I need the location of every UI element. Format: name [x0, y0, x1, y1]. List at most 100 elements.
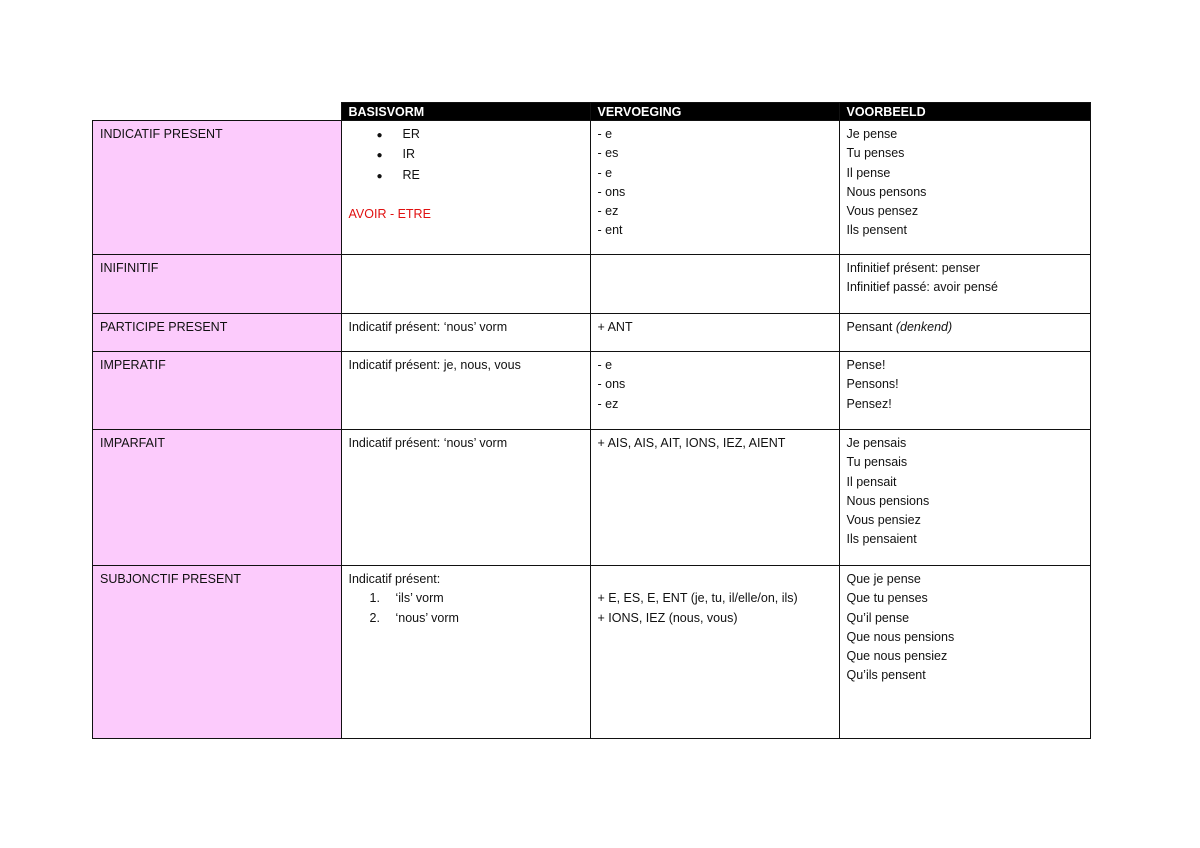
vervoeging-cell: + AIS, AIS, AIT, IONS, IEZ, AIENT [589, 429, 840, 566]
voorbeeld-line: Vous pensez [847, 202, 1083, 221]
vervoeging-line [598, 570, 831, 589]
bullet-icon: ● [376, 170, 383, 182]
line-text: Je pense [846, 127, 898, 141]
vervoeging-line: - e [598, 164, 831, 183]
voorbeeld-cell: Je pense Tu penses Il pense Nous pensons Vou… [838, 120, 1091, 255]
voorbeeld-cell: Infinitief présent: penser Infinitief pas… [838, 254, 1091, 314]
line-text: Il pensait [846, 474, 897, 489]
vervoeging-line: - ez [598, 202, 831, 221]
line-text: Vous pensez [846, 204, 919, 219]
vervoeging-line: + AIS, AIS, AIT, IONS, IEZ, AIENT [598, 434, 831, 453]
line-text: Nous pensons [846, 184, 927, 199]
basisvorm-cell: Indicatif présent: je, nous, vous [340, 351, 591, 430]
line-text: Pensons! [846, 377, 899, 392]
voorbeeld-line: Nous pensons [847, 183, 1083, 202]
basisvorm-line: Indicatif présent: [349, 570, 582, 589]
vervoeging-cell: + ANT [589, 313, 840, 352]
vervoeging-line: - ez [598, 395, 831, 414]
line-text: IR [402, 147, 416, 162]
tense-label: INIFINITIF [92, 254, 342, 314]
basisvorm-line: Indicatif présent: ‘nous’ vorm [349, 318, 582, 337]
line-text: ‘ils’ vorm [395, 591, 444, 606]
voorbeeld-line: Pensant (denkend) [847, 318, 1083, 337]
bullet-icon: ● [376, 130, 383, 141]
translation-note: (denkend) [895, 320, 953, 334]
line-text: + AIS, AIS, AIT, IONS, IEZ, AIENT [597, 436, 786, 450]
vervoeging-line: - ons [598, 375, 831, 394]
voorbeeld-line: Il pense [847, 164, 1083, 183]
line-text: ‘nous’ vorm [395, 610, 459, 625]
vervoeging-cell: - e - ons - ez [589, 351, 840, 430]
table-row: INDICATIF PRESENT ● ER ● IR ● RE AVOIR - ETRE - … [92, 120, 1091, 255]
line-text: Qu’ils pensent [846, 668, 926, 683]
header-basisvorm: BASISVORM [340, 102, 591, 121]
vervoeging-line: + ANT [598, 318, 831, 337]
header-voorbeeld: VOORBEELD [838, 102, 1091, 121]
basisvorm-line: ● IR [349, 145, 582, 165]
voorbeeld-line: Pense! [847, 356, 1083, 375]
basisvorm-line: 2. ‘nous’ vorm [349, 609, 582, 628]
vervoeging-line: - ons [598, 183, 831, 202]
vervoeging-line: + E, ES, E, ENT (je, tu, il/elle/on, ils… [598, 589, 831, 608]
list-number: 1. [369, 591, 380, 606]
line-text: Indicatif présent: [348, 572, 441, 586]
line-text: - e [597, 358, 613, 372]
tense-label: INDICATIF PRESENT [92, 120, 342, 255]
voorbeeld-line: Nous pensions [847, 492, 1083, 511]
line-text: ER [402, 127, 420, 141]
basisvorm-line: ● RE [349, 166, 582, 186]
line-text: RE [402, 167, 420, 182]
voorbeeld-line: Qu’ils pensent [847, 666, 1083, 685]
line-text: Infinitief passé: avoir pensé [846, 280, 998, 295]
table-row: PARTICIPE PRESENT Indicatif présent: ‘nou… [92, 313, 1091, 352]
voorbeeld-cell: Que je pense Que tu penses Qu’il pense Que … [838, 565, 1091, 739]
line-text: Indicatif présent: ‘nous’ vorm [348, 436, 508, 450]
line-text: - e [597, 127, 613, 141]
voorbeeld-line: Je pense [847, 125, 1083, 144]
line-text: Ils pensaient [846, 532, 917, 547]
voorbeeld-line: Que je pense [847, 570, 1083, 589]
line-text: + E, ES, E, ENT (je, tu, il/elle/on, ils… [597, 591, 798, 606]
voorbeeld-line: Pensons! [847, 375, 1083, 394]
table-row: IMPERATIF Indicatif présent: je, nous, vo… [92, 351, 1091, 430]
list-number: 2. [369, 610, 380, 625]
vervoeging-line: - es [598, 144, 831, 163]
voorbeeld-line: Il pensait [847, 473, 1083, 492]
voorbeeld-line: Que nous pensions [847, 628, 1083, 647]
voorbeeld-line: Vous pensiez [847, 511, 1083, 530]
voorbeeld-line: Infinitief passé: avoir pensé [847, 278, 1083, 297]
basisvorm-line: Indicatif présent: ‘nous’ vorm [349, 434, 582, 453]
basisvorm-line: AVOIR - ETRE [349, 205, 582, 224]
header-vervoeging: VERVOEGING [589, 102, 840, 121]
line-text: Infinitief présent: penser [846, 261, 980, 275]
line-text: Que je pense [846, 572, 921, 586]
voorbeeld-line: Je pensais [847, 434, 1083, 453]
line-text: AVOIR - ETRE [348, 207, 431, 222]
line-text: Que tu penses [846, 591, 928, 606]
line-text: Nous pensions [846, 493, 930, 508]
conjugation-table: BASISVORM VERVOEGING VOORBEELD INDICATIF… [92, 102, 1091, 739]
vervoeging-line: - e [598, 356, 831, 375]
header-blank [92, 102, 341, 121]
line-text: + IONS, IEZ (nous, vous) [597, 610, 738, 625]
line-text: Qu’il pense [846, 610, 910, 625]
line-text: Pense! [846, 358, 886, 372]
line-text: - ez [597, 204, 619, 219]
basisvorm-cell: Indicatif présent: ‘nous’ vorm [340, 313, 591, 352]
line-text: Tu pensais [846, 455, 908, 470]
table-row: IMPARFAIT Indicatif présent: ‘nous’ vorm +… [92, 429, 1091, 566]
voorbeeld-line: Qu’il pense [847, 609, 1083, 628]
line-text: Ils pensent [846, 223, 907, 238]
voorbeeld-line: Que tu penses [847, 589, 1083, 608]
line-text: Indicatif présent: ‘nous’ vorm [348, 320, 508, 334]
basisvorm-cell: ● ER ● IR ● RE AVOIR - ETRE [340, 120, 591, 255]
vervoeging-line: - e [598, 125, 831, 144]
bullet-icon: ● [376, 150, 383, 162]
tense-label: PARTICIPE PRESENT [92, 313, 342, 352]
vervoeging-cell: + E, ES, E, ENT (je, tu, il/elle/on, ils… [589, 565, 840, 739]
table-row: SUBJONCTIF PRESENT Indicatif présent: 1. ‘i… [92, 565, 1091, 739]
line-text: Je pensais [846, 436, 907, 450]
voorbeeld-line: Infinitief présent: penser [847, 259, 1083, 278]
line-text: Indicatif présent: je, nous, vous [348, 358, 521, 372]
voorbeeld-line: Pensez! [847, 395, 1083, 414]
